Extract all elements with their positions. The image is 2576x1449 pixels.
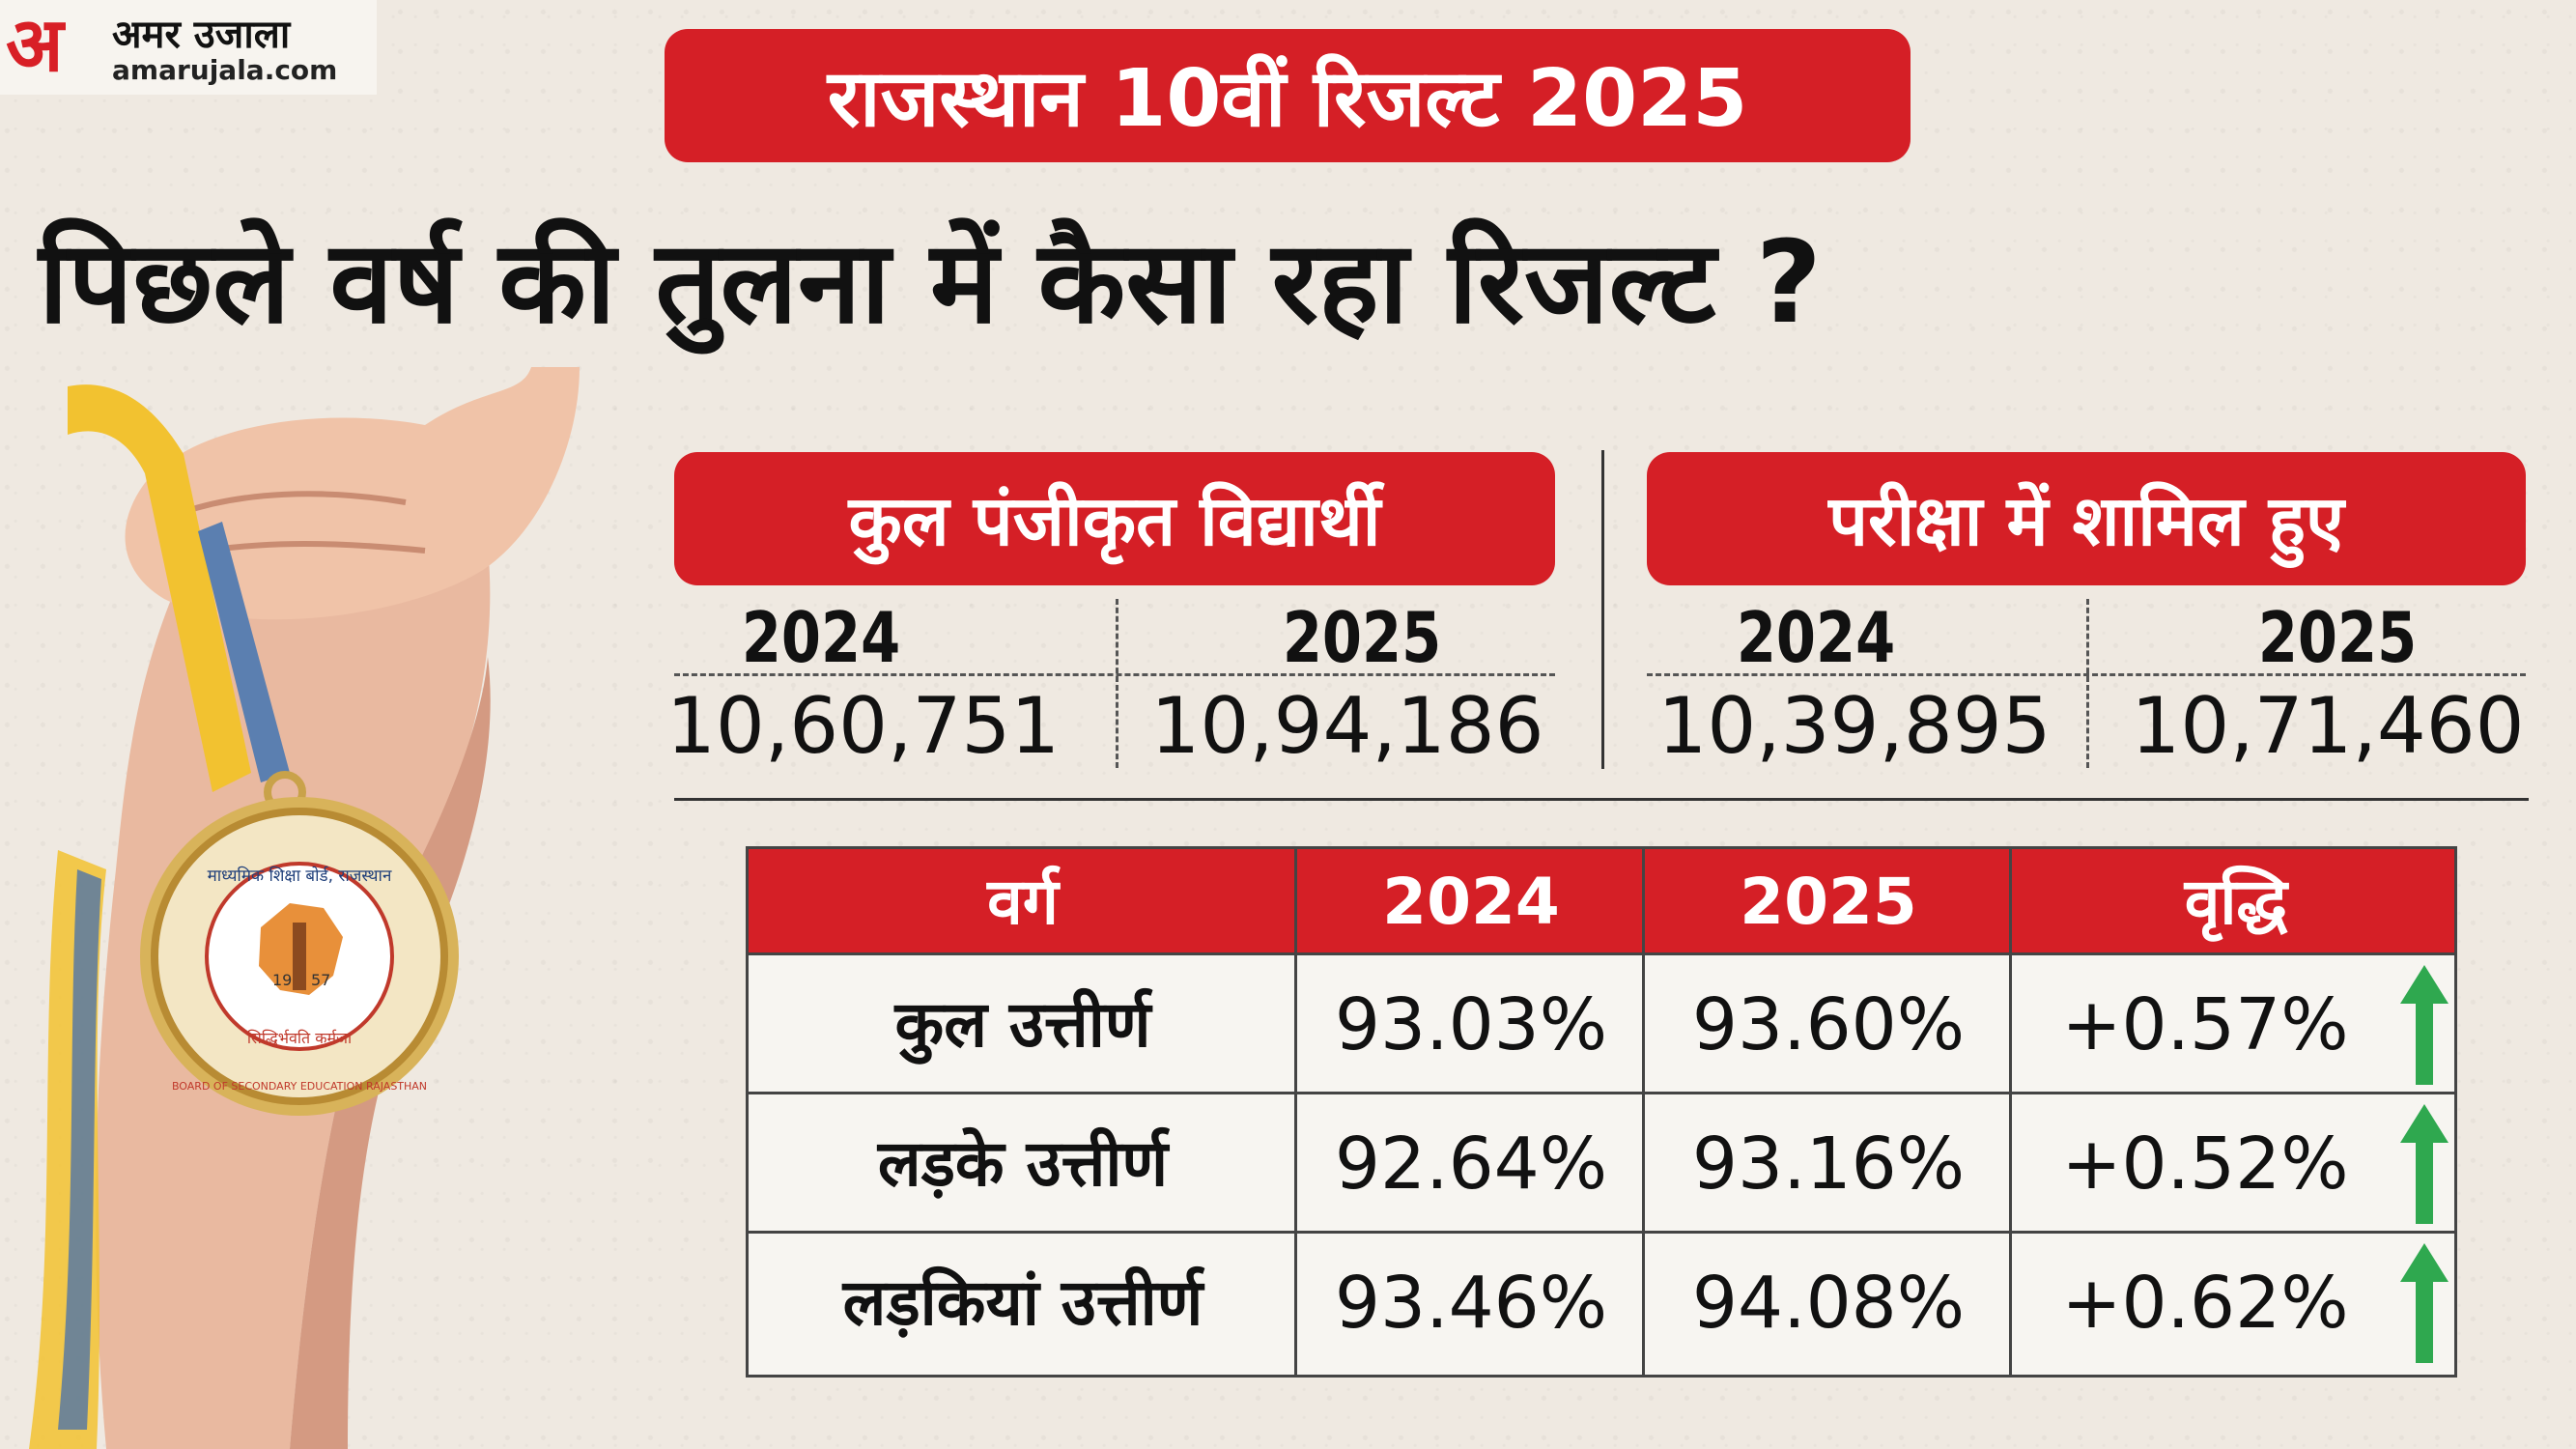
row-girls-growth: +0.62%	[2061, 1262, 2349, 1345]
arm-shade	[290, 657, 491, 1449]
ribbon-tail-blue	[58, 869, 101, 1430]
row-girls-category: लड़कियां उत्तीर्ण	[842, 1265, 1203, 1340]
appeared-value-2024: 10,39,895	[1657, 681, 2052, 771]
medal-year-left: 19	[272, 971, 292, 989]
row-total-growth: +0.57%	[2061, 983, 2349, 1066]
stats-underline	[674, 798, 2529, 801]
medal-motto: सिद्धिर्भवति कर्मजा	[247, 1029, 353, 1047]
registered-divider	[674, 673, 1555, 676]
page-headline: पिछले वर्ष की तुलना में कैसा रहा रिजल्ट …	[39, 215, 1823, 349]
row-total-2025: 93.60%	[1691, 983, 1966, 1066]
up-arrow-icon	[2400, 1243, 2449, 1363]
row-girls-2024: 93.46%	[1334, 1262, 1608, 1345]
medal-year-right: 57	[311, 971, 330, 989]
registered-value-2025: 10,94,186	[1150, 681, 1544, 771]
col-line-3	[2009, 849, 2012, 1375]
row-girls-2025: 94.08%	[1691, 1262, 1966, 1345]
appeared-label: परीक्षा में शामिल हुए	[1828, 480, 2344, 561]
brand-logo[interactable]: अ अमर उजाला amarujala.com	[0, 0, 377, 95]
registered-label: कुल पंजीकृत विद्यार्थी	[848, 480, 1381, 561]
table-header	[749, 849, 2454, 955]
row-boys-category: लड़के उत्तीर्ण	[877, 1126, 1169, 1201]
medal-bottom-text: BOARD OF SECONDARY EDUCATION RAJASTHAN	[172, 1080, 427, 1093]
ribbon-left	[68, 384, 251, 792]
registered-students-pill: कुल पंजीकृत विद्यार्थी	[674, 452, 1555, 585]
col-line-2	[1642, 849, 1645, 1375]
appeared-col-divider	[2086, 599, 2089, 768]
registered-value-2024: 10,60,751	[666, 681, 1061, 771]
header-category: वर्ग	[987, 865, 1059, 939]
row-boys-2024: 92.64%	[1334, 1122, 1608, 1206]
results-table: वर्ग 2024 2025 वृद्धि कुल उत्तीर्ण 93.03…	[746, 846, 2457, 1378]
row-line-1	[749, 1092, 2454, 1094]
row-total-category: कुल उत्तीर्ण	[894, 987, 1151, 1062]
row-boys-growth: +0.52%	[2061, 1122, 2349, 1206]
hand-with-medal-illustration: 19 57 सिद्धिर्भवति कर्मजा माध्यमिक शिक्ष…	[29, 367, 580, 1449]
banner-title: राजस्थान 10वीं रिजल्ट 2025	[827, 53, 1748, 145]
logo-mark-icon: अ	[6, 2, 64, 89]
appeared-value-2025: 10,71,460	[2131, 681, 2525, 771]
registered-year-2024: 2024	[741, 597, 901, 678]
up-arrow-icon	[2400, 965, 2449, 1085]
logo-name: अमर उजाला	[112, 13, 291, 57]
appeared-year-2025: 2025	[2257, 597, 2418, 678]
medal-tower	[293, 923, 306, 990]
appeared-year-2024: 2024	[1736, 597, 1896, 678]
registered-col-divider	[1116, 599, 1118, 768]
row-line-2	[749, 1231, 2454, 1234]
medal-ring-text: माध्यमिक शिक्षा बोर्ड, राजस्थान	[208, 866, 392, 886]
stats-separator	[1601, 450, 1604, 769]
row-total-2024: 93.03%	[1334, 983, 1608, 1066]
registered-year-2025: 2025	[1282, 597, 1442, 678]
appeared-students-pill: परीक्षा में शामिल हुए	[1647, 452, 2526, 585]
header-2025: 2025	[1740, 865, 1917, 939]
ribbon-right	[198, 522, 290, 782]
row-line-0	[749, 952, 2454, 955]
logo-url: amarujala.com	[112, 54, 338, 86]
title-banner: राजस्थान 10वीं रिजल्ट 2025	[665, 29, 1911, 162]
header-2024: 2024	[1382, 865, 1560, 939]
header-growth: वृद्धि	[2184, 865, 2288, 939]
up-arrow-icon	[2400, 1104, 2449, 1224]
col-line-1	[1294, 849, 1297, 1375]
row-boys-2025: 93.16%	[1691, 1122, 1966, 1206]
